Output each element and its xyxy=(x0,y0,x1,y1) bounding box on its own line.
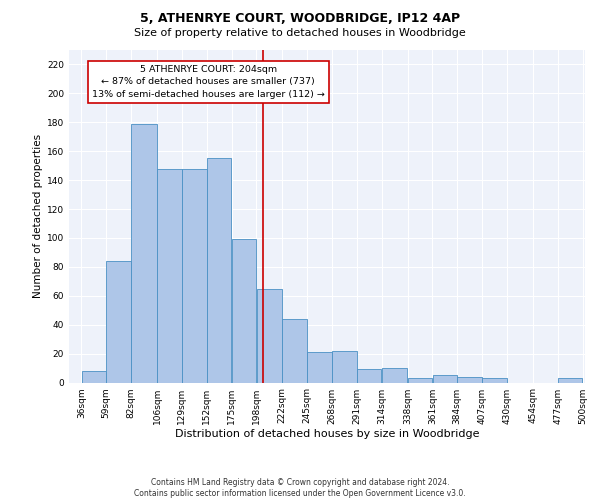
Bar xyxy=(307,352,332,382)
Bar xyxy=(408,378,432,382)
Text: 5 ATHENRYE COURT: 204sqm
← 87% of detached houses are smaller (737)
13% of semi-: 5 ATHENRYE COURT: 204sqm ← 87% of detach… xyxy=(92,65,325,99)
Bar xyxy=(207,158,232,382)
Bar xyxy=(106,261,131,382)
Bar xyxy=(182,168,206,382)
Bar xyxy=(558,378,583,382)
Bar xyxy=(157,168,182,382)
Bar xyxy=(232,240,256,382)
Bar xyxy=(332,350,356,382)
Bar xyxy=(457,376,482,382)
Bar xyxy=(131,124,157,382)
Y-axis label: Number of detached properties: Number of detached properties xyxy=(33,134,43,298)
Text: Contains HM Land Registry data © Crown copyright and database right 2024.
Contai: Contains HM Land Registry data © Crown c… xyxy=(134,478,466,498)
Bar xyxy=(357,370,382,382)
Bar xyxy=(382,368,407,382)
Bar xyxy=(482,378,507,382)
Text: 5, ATHENRYE COURT, WOODBRIDGE, IP12 4AP: 5, ATHENRYE COURT, WOODBRIDGE, IP12 4AP xyxy=(140,12,460,26)
Bar xyxy=(283,319,307,382)
Bar xyxy=(257,288,282,382)
Text: Size of property relative to detached houses in Woodbridge: Size of property relative to detached ho… xyxy=(134,28,466,38)
Bar xyxy=(433,376,457,382)
Bar xyxy=(82,371,106,382)
X-axis label: Distribution of detached houses by size in Woodbridge: Distribution of detached houses by size … xyxy=(175,430,479,440)
